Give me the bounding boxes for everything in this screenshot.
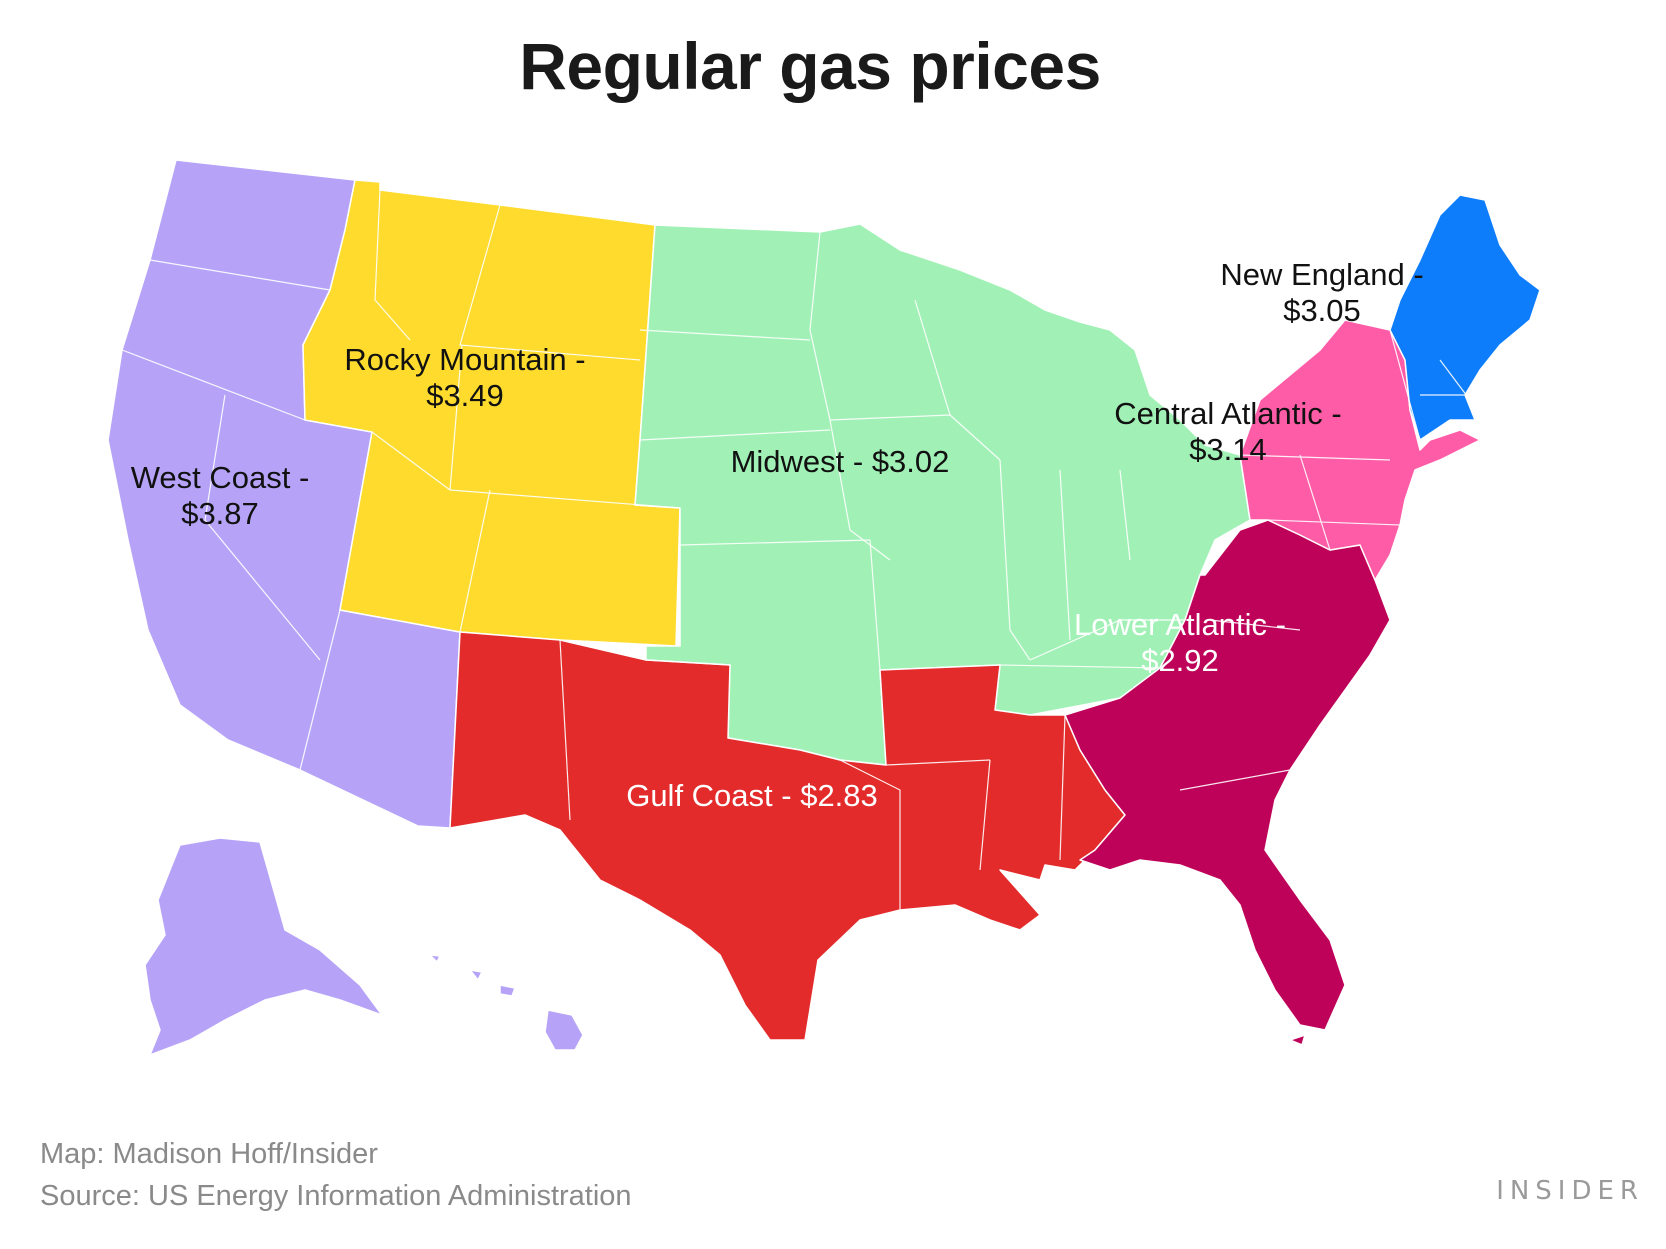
label-west-coast-line1: West Coast -	[131, 460, 310, 495]
region-gulf-coast	[449, 631, 1126, 1041]
label-west-coast: West Coast -$3.87	[131, 460, 310, 531]
label-lower-atlantic: Lower Atlantic -$2.92	[1074, 607, 1286, 678]
label-west-coast-line2: $3.87	[181, 496, 259, 531]
label-central-atlantic-line1: Central Atlantic -	[1114, 396, 1341, 431]
label-new-england-line2: $3.05	[1283, 293, 1361, 328]
label-central-atlantic-line2: $3.14	[1189, 432, 1267, 467]
region-hawaii	[429, 954, 584, 1051]
data-source: Source: US Energy Information Administra…	[40, 1180, 632, 1212]
label-lower-atlantic-line1: Lower Atlantic -	[1074, 607, 1286, 642]
region-alaska	[144, 837, 383, 1056]
label-midwest: Midwest - $3.02	[731, 444, 950, 479]
insider-logo: INSIDER	[1496, 1176, 1644, 1206]
map-title: Regular gas prices	[519, 29, 1101, 103]
region-rocky-mountain	[302, 179, 681, 647]
label-lower-atlantic-line2: $2.92	[1141, 643, 1219, 678]
state-borders	[121, 189, 1480, 910]
label-new-england: New England -$3.05	[1220, 257, 1423, 328]
label-rocky-mountain: Rocky Mountain -$3.49	[344, 342, 585, 413]
region-labels: West Coast -$3.87 Rocky Mountain -$3.49 Mi…	[131, 257, 1424, 813]
map-credit: Map: Madison Hoff/Insider	[40, 1138, 378, 1170]
region-central-atlantic	[1239, 319, 1481, 581]
label-central-atlantic: Central Atlantic -$3.14	[1114, 396, 1341, 467]
label-midwest-line1: Midwest - $3.02	[731, 444, 950, 479]
label-new-england-line1: New England -	[1220, 257, 1423, 292]
label-rocky-mountain-line2: $3.49	[426, 378, 504, 413]
label-gulf-coast-line1: Gulf Coast - $2.83	[626, 778, 878, 813]
label-gulf-coast: Gulf Coast - $2.83	[626, 778, 878, 813]
region-keys	[1289, 1034, 1306, 1046]
region-new-england	[1389, 194, 1541, 441]
label-rocky-mountain-line1: Rocky Mountain -	[344, 342, 585, 377]
